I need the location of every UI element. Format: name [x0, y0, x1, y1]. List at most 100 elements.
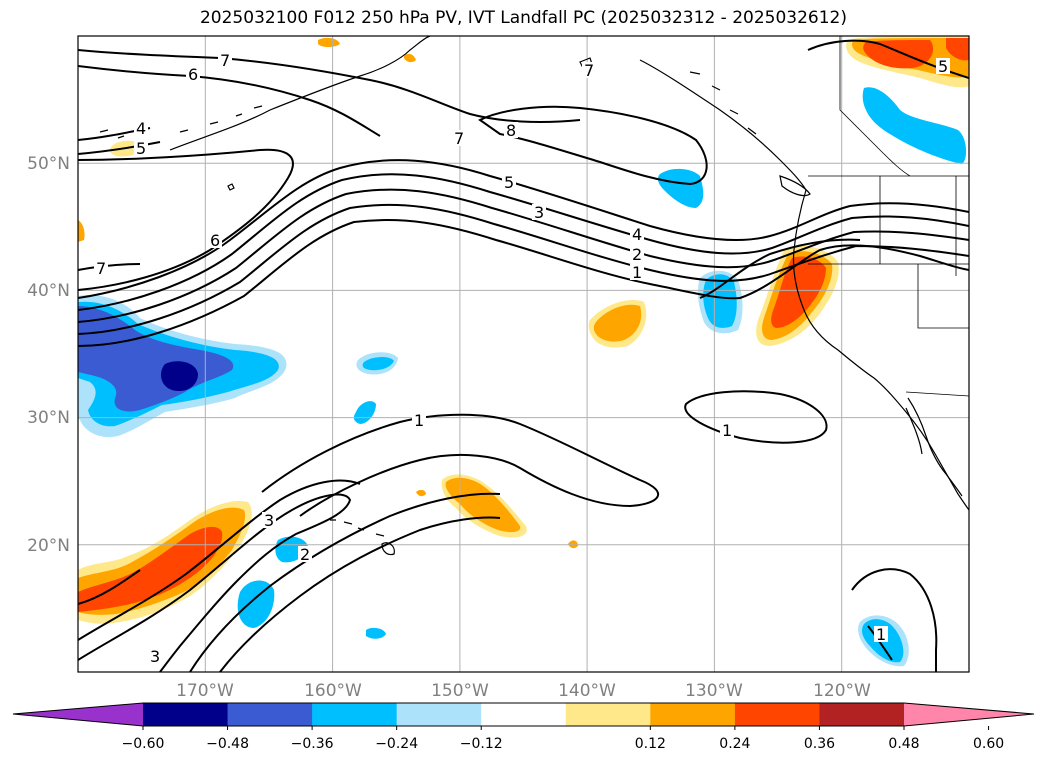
positive-anomaly-northeast-core-2	[946, 38, 969, 61]
colorbar-bins	[143, 703, 905, 726]
pv-label: 3	[150, 647, 160, 666]
pv-label: 4	[136, 119, 146, 138]
canada-alaska-border	[839, 36, 911, 177]
lon-label-120w: 120°W	[813, 681, 871, 701]
lon-labels: 170°W 160°W 150°W 140°W 130°W 120°W	[176, 681, 871, 701]
pv-label: 2	[632, 245, 642, 264]
pv-contour-1-central	[261, 413, 660, 517]
lat-label-40: 40°N	[27, 281, 70, 301]
negative-anomaly-west-strong	[78, 306, 234, 412]
pv-label: 1	[876, 625, 886, 644]
pv-label: 5	[504, 173, 514, 192]
pv-contour-1-east-loop	[684, 390, 828, 444]
colorbar-extension-low	[13, 703, 143, 726]
vancouver-island	[779, 175, 811, 197]
negative-blob-3	[657, 168, 704, 208]
colorbar-bin	[481, 703, 567, 726]
pv-contour-7-north	[78, 49, 581, 123]
colorbar-bin	[143, 703, 229, 726]
pv-label: 7	[96, 259, 106, 278]
pv-label: 7	[584, 61, 594, 80]
pv-label: 1	[414, 411, 424, 430]
state-borders	[808, 176, 969, 329]
lat-label-20: 20°N	[27, 536, 70, 556]
colorbar-tick-label: −0.36	[291, 736, 334, 752]
map-frame	[77, 35, 970, 673]
pv-contour-1-southeast-inner	[867, 625, 893, 661]
colorbar-ticks: −0.60 −0.48 −0.36 −0.24 −0.12 0.12 0.24 0.36 0.4…	[122, 726, 1004, 752]
positive-blob-tiny-2	[568, 540, 578, 549]
colorbar-tick-label: −0.24	[375, 736, 418, 752]
positive-blob-central-core	[593, 304, 642, 342]
pv-contour-5-north	[78, 141, 161, 155]
pv-label: 6	[210, 231, 220, 250]
pv-contour-7-west	[78, 263, 141, 271]
pv-label: 7	[454, 129, 464, 148]
negative-blob-1-core	[362, 356, 394, 371]
pv-contour-west-loop	[78, 148, 294, 291]
pv-contour-2-south	[78, 479, 361, 641]
colorbar-tick-label: −0.12	[460, 736, 503, 752]
pv-label: 4	[632, 225, 642, 244]
negative-anomaly-west-core-dark	[160, 361, 198, 392]
colorbar-tick-label: 0.60	[973, 736, 1004, 752]
baja-california	[905, 397, 963, 497]
map-content: 7 6 4 5 7 8 5 3 4 2 1	[78, 36, 969, 672]
positive-blob-small-2	[404, 53, 416, 63]
pv-contour-3-southwest	[78, 569, 141, 605]
small-island	[227, 183, 235, 191]
pv-contour-8-loop	[478, 105, 708, 186]
colorbar-tick-label: −0.48	[206, 736, 249, 752]
pv-label: 6	[188, 65, 198, 84]
pv-jet-4	[78, 203, 969, 335]
negative-blob-7	[237, 580, 275, 628]
lat-labels: 50°N 40°N 30°N 20°N	[27, 154, 70, 556]
pv-label: 5	[938, 57, 948, 76]
us-mexico-border	[905, 391, 969, 397]
alaska-peninsula-coast	[169, 36, 431, 151]
pv-label: 2	[300, 545, 310, 564]
lat-label-30: 30°N	[27, 408, 70, 428]
ivt-shading	[78, 36, 969, 667]
pv-contour-south-outer	[189, 492, 501, 672]
pv-jet-1	[78, 159, 969, 299]
colorbar-bin	[734, 703, 820, 726]
negative-blob-8	[366, 627, 386, 639]
pv-label: 7	[220, 51, 230, 70]
pv-label: 3	[534, 203, 544, 222]
pv-label: 5	[136, 139, 146, 158]
colorbar-bin	[565, 703, 651, 726]
colorbar-bin	[227, 703, 313, 726]
pv-label: 3	[264, 511, 274, 530]
positive-anomaly-southwest-core	[78, 526, 223, 612]
colorbar-bin	[650, 703, 736, 726]
colorbar-extension-high	[904, 703, 1034, 726]
pv-contour-south-outer-2	[219, 516, 501, 672]
negative-blob-4-core	[703, 274, 737, 328]
colorbar: −0.60 −0.48 −0.36 −0.24 −0.12 0.12 0.24 0.36 0.4…	[12, 702, 1035, 752]
aleutian-islands	[99, 105, 263, 139]
pv-label: 8	[506, 121, 516, 140]
negative-blob-5	[862, 87, 967, 164]
positive-blob-edge	[78, 220, 85, 242]
colorbar-tick-label: 0.24	[719, 736, 750, 752]
political-borders	[808, 36, 969, 397]
lon-label-140w: 140°W	[558, 681, 616, 701]
pv-jet-6	[699, 238, 861, 299]
pv-contour-6-north	[78, 65, 381, 137]
lon-label-170w: 170°W	[176, 681, 234, 701]
positive-blob-tiny-1	[416, 489, 426, 497]
positive-anomaly-northeast-core	[863, 40, 934, 69]
pv-jet-3	[78, 188, 969, 323]
colorbar-tick-label: 0.48	[888, 736, 919, 752]
colorbar-tick-label: 0.36	[804, 736, 835, 752]
pv-contour-1-southeast	[851, 568, 938, 672]
lat-label-50: 50°N	[27, 154, 70, 174]
colorbar-bin	[396, 703, 482, 726]
positive-blob-south-central-core	[445, 477, 521, 533]
pv-contour-3-south	[78, 493, 352, 672]
negative-blob-2	[353, 401, 376, 424]
lon-label-130w: 130°W	[685, 681, 743, 701]
